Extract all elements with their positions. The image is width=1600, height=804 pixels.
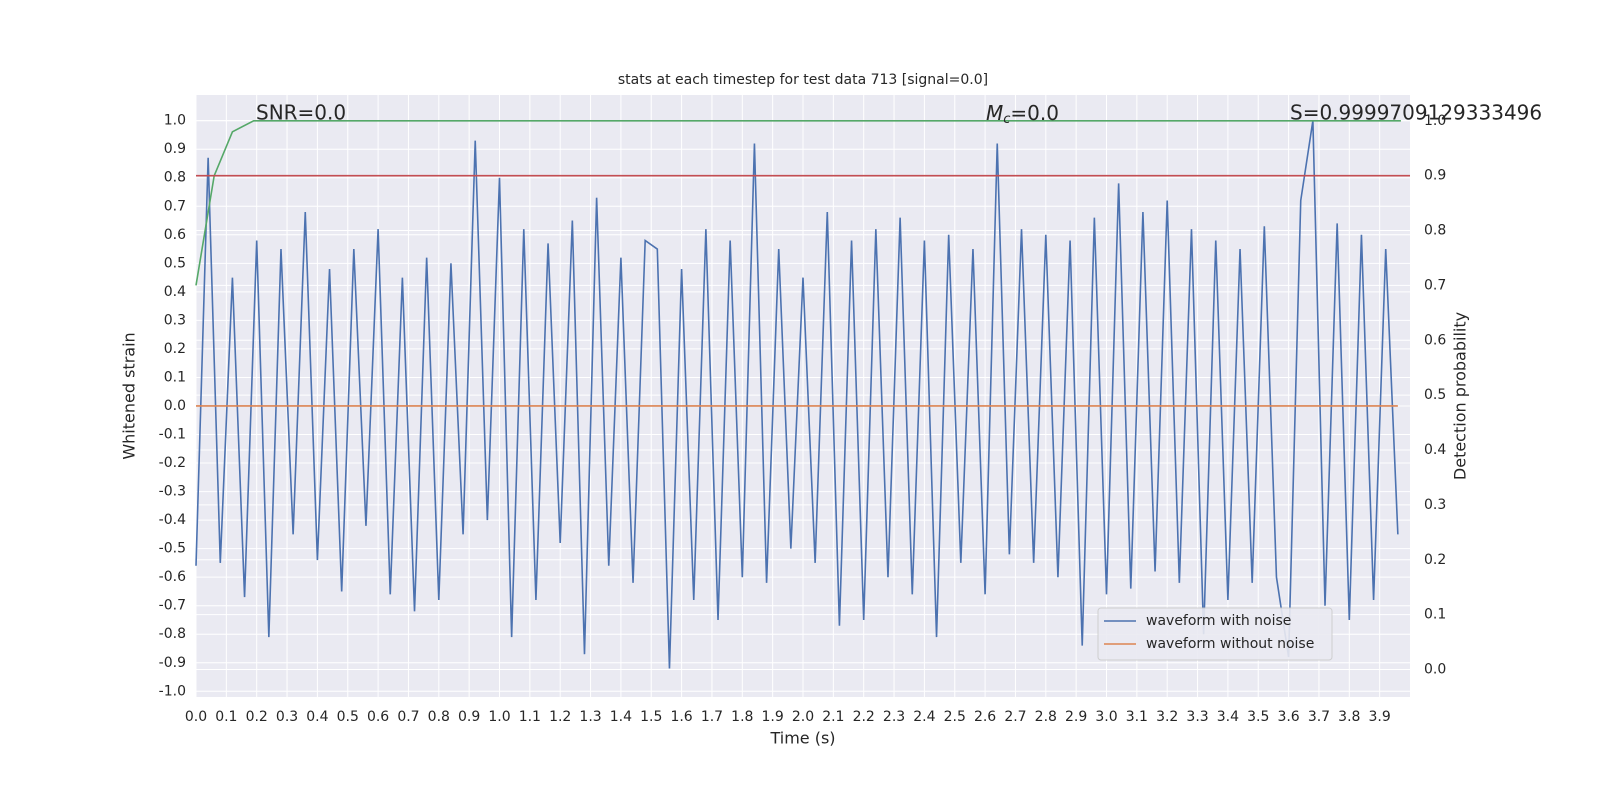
y2-tick-label: 0.6 xyxy=(1424,332,1446,348)
y2-tick-label: 0.8 xyxy=(1424,223,1446,239)
x-tick-label: 0.1 xyxy=(215,709,237,725)
x-tick-label: 1.5 xyxy=(640,709,662,725)
x-tick-label: 3.4 xyxy=(1217,709,1239,725)
x-tick-label: 1.0 xyxy=(488,709,510,725)
legend-label: waveform without noise xyxy=(1146,636,1314,652)
x-tick-label: 3.8 xyxy=(1338,709,1360,725)
x-tick-label: 3.1 xyxy=(1126,709,1148,725)
annotation-subscript: c xyxy=(1003,112,1010,127)
x-tick-label: 3.6 xyxy=(1277,709,1299,725)
y-tick-label: -0.5 xyxy=(159,541,186,557)
y-tick-label: -0.1 xyxy=(159,427,186,443)
y2-tick-label: 1.0 xyxy=(1424,113,1446,129)
y2-tick-label: 0.0 xyxy=(1424,662,1446,678)
x-tick-label: 2.0 xyxy=(792,709,814,725)
x-tick-label: 1.7 xyxy=(701,709,723,725)
x-tick-label: 2.6 xyxy=(974,709,996,725)
x-tick-label: 2.5 xyxy=(944,709,966,725)
y-tick-label: 0.7 xyxy=(164,198,186,214)
x-tick-label: 1.3 xyxy=(579,709,601,725)
y-tick-label: -0.4 xyxy=(159,512,186,528)
x-tick-label: 1.9 xyxy=(762,709,784,725)
series-line xyxy=(195,120,1399,669)
y-tick-label: 0.6 xyxy=(164,227,186,243)
y2-tick-label: 0.9 xyxy=(1424,168,1446,184)
y-axis-label: Whitened strain xyxy=(120,332,139,459)
y-tick-label: 0.9 xyxy=(164,141,186,157)
x-tick-label: 0.0 xyxy=(185,709,207,725)
x-tick-label: 3.2 xyxy=(1156,709,1178,725)
x-tick-label: 0.4 xyxy=(306,709,328,725)
x-tick-label: 2.2 xyxy=(853,709,875,725)
detection-line xyxy=(195,119,1401,286)
x-tick-label: 0.9 xyxy=(458,709,480,725)
y2-axis-label: Detection probability xyxy=(1451,312,1470,480)
x-tick-label: 3.9 xyxy=(1369,709,1391,725)
annotation: Mc=0.0 xyxy=(986,101,1059,127)
x-tick-label: 2.9 xyxy=(1065,709,1087,725)
x-tick-label: 2.3 xyxy=(883,709,905,725)
legend: waveform with noise waveform without nois… xyxy=(1097,607,1333,661)
x-tick-label: 1.2 xyxy=(549,709,571,725)
y-tick-label: 0.0 xyxy=(164,398,186,414)
x-tick-label: 2.8 xyxy=(1035,709,1057,725)
annotation-text: =0.0 xyxy=(1010,101,1059,125)
x-tick-label: 0.7 xyxy=(397,709,419,725)
y-tick-label: -0.9 xyxy=(159,655,186,671)
y-tick-label: -0.7 xyxy=(159,598,186,614)
y-tick-label: -0.6 xyxy=(159,569,186,585)
x-tick-label: 3.0 xyxy=(1095,709,1117,725)
y2-tick-label: 0.4 xyxy=(1424,442,1446,458)
x-tick-label: 2.1 xyxy=(822,709,844,725)
y-tick-label: -0.3 xyxy=(159,484,186,500)
x-tick-label: 1.4 xyxy=(610,709,632,725)
x-tick-label: 1.6 xyxy=(670,709,692,725)
x-tick-label: 0.5 xyxy=(337,709,359,725)
x-tick-label: 0.8 xyxy=(428,709,450,725)
y-tick-label: 0.3 xyxy=(164,312,186,328)
chart-title: stats at each timestep for test data 713… xyxy=(618,72,988,88)
x-tick-label: 0.3 xyxy=(276,709,298,725)
x-tick-label: 1.8 xyxy=(731,709,753,725)
y-tick-label: 0.5 xyxy=(164,255,186,271)
x-tick-label: 3.7 xyxy=(1308,709,1330,725)
x-tick-label: 1.1 xyxy=(519,709,541,725)
y-tick-label: 0.2 xyxy=(164,341,186,357)
y-tick-label: 0.1 xyxy=(164,369,186,385)
x-tick-label: 2.4 xyxy=(913,709,935,725)
x-tick-label: 0.6 xyxy=(367,709,389,725)
annotation-symbol: M xyxy=(986,101,1003,125)
annotation: SNR=0.0 xyxy=(256,101,346,125)
y2-tick-label: 0.7 xyxy=(1424,277,1446,293)
x-axis-label: Time (s) xyxy=(769,729,835,748)
y-tick-label: 0.8 xyxy=(164,170,186,186)
x-tick-label: 2.7 xyxy=(1004,709,1026,725)
x-tick-label: 3.3 xyxy=(1186,709,1208,725)
legend-label: waveform with noise xyxy=(1146,613,1291,629)
y-tick-label: -0.2 xyxy=(159,455,186,471)
legend-box xyxy=(1097,607,1333,661)
x-tick-label: 0.2 xyxy=(246,709,268,725)
y2-tick-label: 0.3 xyxy=(1424,497,1446,513)
y-tick-label: -1.0 xyxy=(159,683,186,699)
x-tick-label: 3.5 xyxy=(1247,709,1269,725)
y2-tick-label: 0.2 xyxy=(1424,552,1446,568)
y-tick-label: 1.0 xyxy=(164,113,186,129)
annotation: S=0.9999709129333496 xyxy=(1290,101,1542,125)
y-tick-label: -0.8 xyxy=(159,626,186,642)
y2-tick-label: 0.5 xyxy=(1424,387,1446,403)
y-tick-label: 0.4 xyxy=(164,284,186,300)
y2-tick-label: 0.1 xyxy=(1424,607,1446,623)
